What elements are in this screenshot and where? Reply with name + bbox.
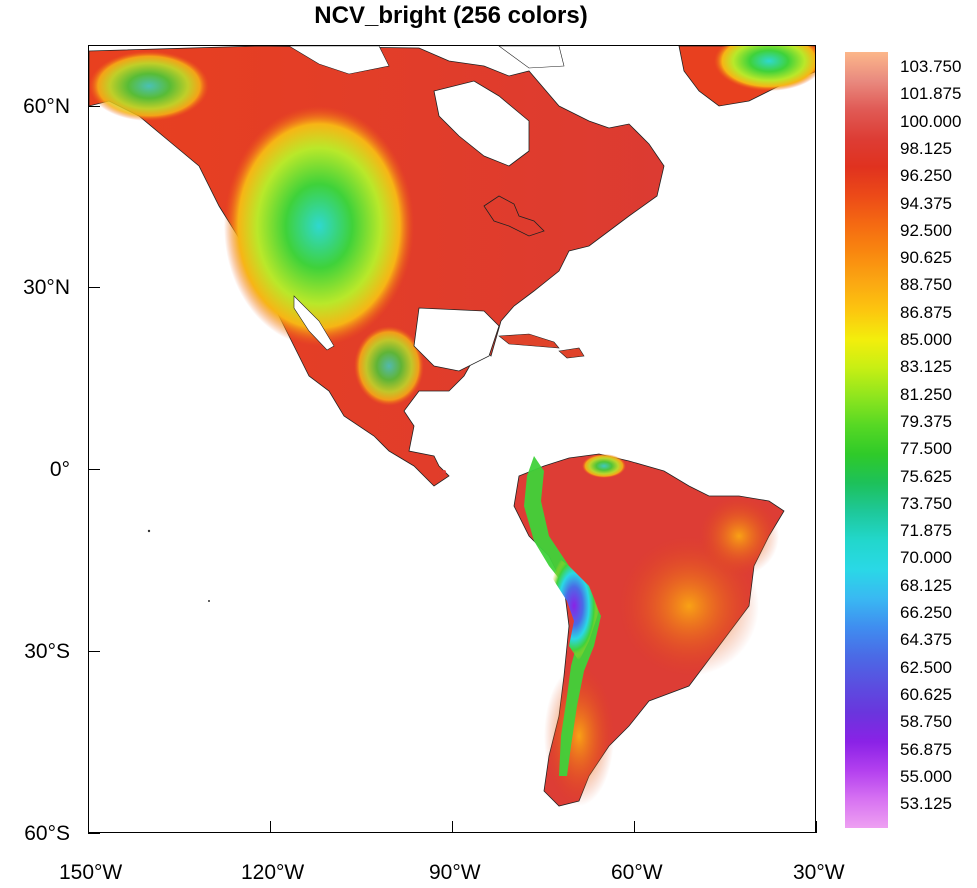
cuba: [498, 333, 560, 349]
lon-tick-label: 60°W: [611, 861, 663, 884]
colorbar-label: 85.000: [900, 330, 952, 349]
lon-tick-mark: [88, 821, 89, 833]
colorbar-label: 55.000: [900, 767, 952, 786]
colorbar-label: 60.625: [900, 685, 952, 704]
colorbar-label: 75.625: [900, 467, 952, 486]
colorbar-label: 98.125: [900, 139, 952, 158]
lat-tick-mark: [88, 469, 100, 470]
guiana-highlands-gradient: [582, 454, 626, 478]
lon-tick-mark: [816, 821, 817, 833]
colorbar-label: 70.000: [900, 548, 952, 567]
arctic-water: [288, 46, 565, 75]
lon-tick-label: 30°W: [793, 861, 845, 884]
colorbar-label: 81.250: [900, 385, 952, 404]
lat-tick-label: 60°N: [23, 95, 70, 118]
lat-tick-mark: [88, 106, 100, 107]
chart-title: NCV_bright (256 colors): [314, 2, 588, 29]
lon-tick-label: 120°W: [241, 861, 305, 884]
colorbar-label: 53.125: [900, 794, 952, 813]
pacific-island: [442, 470, 446, 474]
great-lakes: [483, 195, 545, 237]
colorbar-label: 100.000: [900, 112, 962, 131]
western-cordillera-gradient: [224, 106, 414, 346]
lat-tick-mark: [88, 287, 100, 288]
colorbar-label: 68.125: [900, 576, 952, 595]
andes-range: [524, 456, 601, 776]
colorbar-label: 94.375: [900, 194, 952, 213]
colorbar-label: 58.750: [900, 712, 952, 731]
mexico-highlands-gradient: [354, 326, 424, 406]
colorbar-label: 101.875: [900, 84, 962, 103]
lat-tick-mark: [88, 651, 100, 652]
colorbar-label: 88.750: [900, 275, 952, 294]
colorbar-label: 64.375: [900, 630, 952, 649]
hudson-bay: [433, 80, 530, 167]
lat-tick-label: 30°S: [24, 640, 70, 663]
pacific-island: [208, 600, 210, 602]
colorbar-label: 103.750: [900, 57, 962, 76]
colorbar-label: 90.625: [900, 248, 952, 267]
colorbar-label: 96.250: [900, 166, 952, 185]
lon-tick-label: 90°W: [429, 861, 481, 884]
colorbar-label: 86.875: [900, 303, 952, 322]
map-canvas: [89, 46, 815, 807]
lat-tick-label: 30°N: [23, 276, 70, 299]
colorbar-label: 56.875: [900, 740, 952, 759]
altiplano: [549, 551, 599, 661]
lat-tick-label: 60°S: [24, 822, 70, 845]
colorbar-label: 71.875: [900, 521, 952, 540]
gulf-of-mexico: [413, 307, 500, 372]
colorbar-label: 83.125: [900, 357, 952, 376]
map-panel: [88, 45, 816, 833]
greenland-icesheet-gradient: [714, 46, 815, 91]
colorbar-label: 92.500: [900, 221, 952, 240]
lon-tick-mark: [634, 821, 635, 833]
colorbar-label: 73.750: [900, 494, 952, 513]
lat-tick-mark: [88, 833, 100, 834]
lon-tick-mark: [270, 821, 271, 833]
colorbar-label: 77.500: [900, 439, 952, 458]
gulf-of-california: [293, 295, 335, 351]
colorbar: [845, 52, 888, 828]
colorbar-label: 66.250: [900, 603, 952, 622]
alaska-range-gradient: [89, 51, 209, 121]
hispaniola: [558, 347, 585, 359]
brazil-highlands-gradient-2: [699, 496, 779, 576]
lon-tick-label: 150°W: [59, 861, 123, 884]
colorbar-label: 62.500: [900, 658, 952, 677]
colorbar-label: 79.375: [900, 412, 952, 431]
pacific-island: [147, 529, 151, 533]
lon-tick-mark: [452, 821, 453, 833]
lat-tick-label: 0°: [49, 458, 70, 481]
